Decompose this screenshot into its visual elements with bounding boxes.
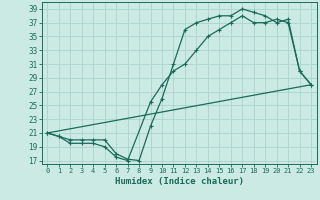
X-axis label: Humidex (Indice chaleur): Humidex (Indice chaleur) [115,177,244,186]
